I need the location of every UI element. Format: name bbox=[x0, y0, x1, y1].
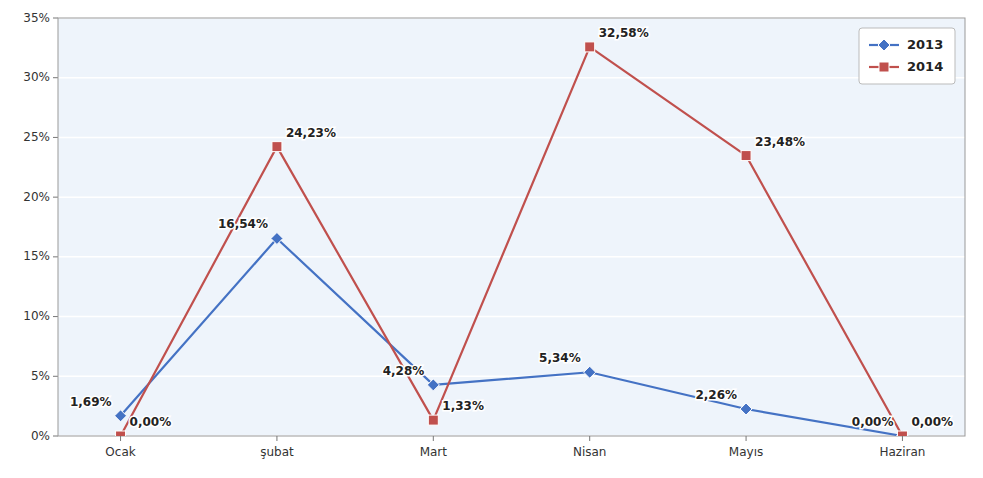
data-label: 4,28% bbox=[383, 364, 425, 378]
grid-line bbox=[58, 316, 965, 318]
legend-label: 2014 bbox=[907, 59, 943, 74]
x-tick bbox=[589, 436, 590, 441]
chart-container: 0% 5% 10% 15% 20% 25% 30% 35% Ocak şubat Mart Nisan… bbox=[0, 0, 983, 478]
grid-line bbox=[58, 256, 965, 258]
plot-frame bbox=[58, 18, 965, 436]
point-marker bbox=[741, 151, 751, 161]
point-marker bbox=[584, 366, 596, 378]
x-tick-label: Nisan bbox=[573, 445, 607, 459]
data-label: 32,58% bbox=[599, 26, 649, 40]
y-tick-label: 5% bbox=[31, 369, 50, 383]
x-tick bbox=[433, 436, 434, 441]
y-tick bbox=[53, 18, 58, 19]
data-labels: 1,69% 16,54% 4,28% 5,34% 2,26% 0,00% 0,00% 24,2… bbox=[70, 26, 953, 429]
y-tick bbox=[53, 436, 58, 437]
grid-line bbox=[58, 196, 965, 198]
x-tick bbox=[276, 436, 277, 441]
x-tick-label: Haziran bbox=[879, 445, 925, 459]
y-tick-label: 35% bbox=[23, 11, 50, 25]
point-marker bbox=[427, 379, 439, 391]
y-tick bbox=[53, 77, 58, 78]
legend-marker bbox=[878, 39, 890, 51]
x-tick-label: Mayıs bbox=[729, 445, 763, 459]
y-tick bbox=[53, 137, 58, 138]
x-tick bbox=[902, 436, 903, 441]
point-marker bbox=[896, 430, 908, 436]
data-label: 0,00% bbox=[130, 415, 172, 429]
point-marker bbox=[271, 232, 283, 244]
y-tick-label: 25% bbox=[23, 130, 50, 144]
y-tick bbox=[53, 316, 58, 317]
x-tick bbox=[120, 436, 121, 441]
point-marker bbox=[897, 431, 907, 436]
point-marker bbox=[272, 142, 282, 152]
grid-line bbox=[58, 77, 965, 79]
point-marker bbox=[428, 415, 438, 425]
legend-box bbox=[859, 28, 955, 84]
x-tick-label: Ocak bbox=[105, 445, 135, 459]
y-tick-label: 15% bbox=[23, 249, 50, 263]
point-marker bbox=[585, 42, 595, 52]
data-label: 2,26% bbox=[695, 388, 737, 402]
legend-marker bbox=[879, 62, 889, 72]
plot-background bbox=[58, 18, 965, 436]
series-group bbox=[115, 42, 909, 436]
data-label: 24,23% bbox=[286, 126, 336, 140]
point-marker bbox=[115, 410, 127, 422]
x-axis: Ocak şubat Mart Nisan Mayıs Haziran bbox=[105, 436, 925, 459]
series-line bbox=[121, 47, 903, 436]
x-tick-label: Mart bbox=[420, 445, 448, 459]
chart-svg: 0% 5% 10% 15% 20% 25% 30% 35% Ocak şubat Mart Nisan… bbox=[0, 0, 983, 478]
y-tick bbox=[53, 376, 58, 377]
point-marker bbox=[740, 403, 752, 415]
y-tick-label: 30% bbox=[23, 70, 50, 84]
grid-line bbox=[58, 137, 965, 139]
y-tick bbox=[53, 256, 58, 257]
data-label: 1,69% bbox=[70, 395, 112, 409]
x-tick-label: şubat bbox=[260, 445, 294, 459]
point-marker bbox=[116, 431, 126, 436]
legend-label: 2013 bbox=[907, 37, 943, 52]
y-tick-label: 20% bbox=[23, 190, 50, 204]
y-tick-label: 0% bbox=[31, 429, 50, 443]
data-label: 16,54% bbox=[218, 217, 268, 231]
data-label: 1,33% bbox=[442, 399, 484, 413]
series-line bbox=[121, 238, 903, 436]
data-label: 0,00% bbox=[911, 415, 953, 429]
data-label: 0,00% bbox=[852, 415, 894, 429]
data-label: 5,34% bbox=[539, 351, 581, 365]
y-tick bbox=[53, 197, 58, 198]
data-label: 23,48% bbox=[755, 135, 805, 149]
x-tick bbox=[746, 436, 747, 441]
y-axis: 0% 5% 10% 15% 20% 25% 30% 35% bbox=[23, 11, 965, 443]
legend: 2013 2014 bbox=[859, 28, 955, 84]
y-tick-label: 10% bbox=[23, 309, 50, 323]
grid-line bbox=[58, 376, 965, 378]
